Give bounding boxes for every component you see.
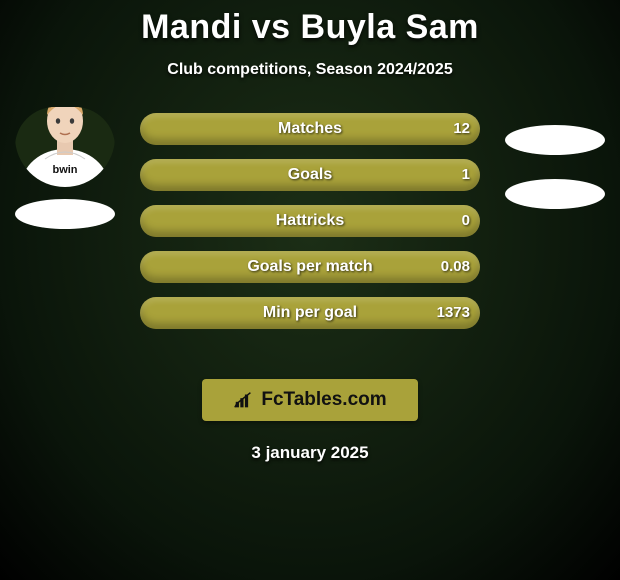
player-left-column: bwin bbox=[10, 107, 120, 229]
player-left-name-placeholder bbox=[15, 199, 115, 229]
branding-badge: FcTables.com bbox=[202, 379, 418, 421]
stat-value-left-player: 1373 bbox=[437, 297, 470, 329]
comparison-area: bwin Matches 12 Goals 1 Hatt bbox=[0, 107, 620, 357]
stat-value-left-player: 1 bbox=[462, 159, 470, 191]
season-subtitle: Club competitions, Season 2024/2025 bbox=[0, 61, 620, 79]
stat-label: Matches bbox=[140, 113, 480, 145]
stat-value-left-player: 12 bbox=[453, 113, 470, 145]
player-right-column bbox=[500, 107, 610, 209]
player-right-avatar-placeholder bbox=[505, 125, 605, 155]
stat-label: Min per goal bbox=[140, 297, 480, 329]
stat-value-left-player: 0.08 bbox=[441, 251, 470, 283]
stat-row-hattricks: Hattricks 0 bbox=[140, 205, 480, 237]
stat-row-min-per-goal: Min per goal 1373 bbox=[140, 297, 480, 329]
player-right-name-placeholder bbox=[505, 179, 605, 209]
brand-text: FcTables.com bbox=[261, 389, 386, 411]
stat-row-matches: Matches 12 bbox=[140, 113, 480, 145]
comparison-card: Mandi vs Buyla Sam Club competitions, Se… bbox=[0, 0, 620, 580]
player-left-avatar: bwin bbox=[15, 107, 115, 187]
bar-chart-icon bbox=[233, 389, 255, 411]
player-portrait-icon: bwin bbox=[15, 107, 115, 187]
stat-row-goals-per-match: Goals per match 0.08 bbox=[140, 251, 480, 283]
stat-label: Hattricks bbox=[140, 205, 480, 237]
snapshot-date: 3 january 2025 bbox=[0, 443, 620, 463]
stat-label: Goals per match bbox=[140, 251, 480, 283]
page-title: Mandi vs Buyla Sam bbox=[0, 0, 620, 47]
stats-list: Matches 12 Goals 1 Hattricks 0 Goals per… bbox=[140, 107, 480, 329]
stat-label: Goals bbox=[140, 159, 480, 191]
jersey-sponsor-text: bwin bbox=[52, 164, 77, 176]
stat-value-left-player: 0 bbox=[462, 205, 470, 237]
stat-row-goals: Goals 1 bbox=[140, 159, 480, 191]
